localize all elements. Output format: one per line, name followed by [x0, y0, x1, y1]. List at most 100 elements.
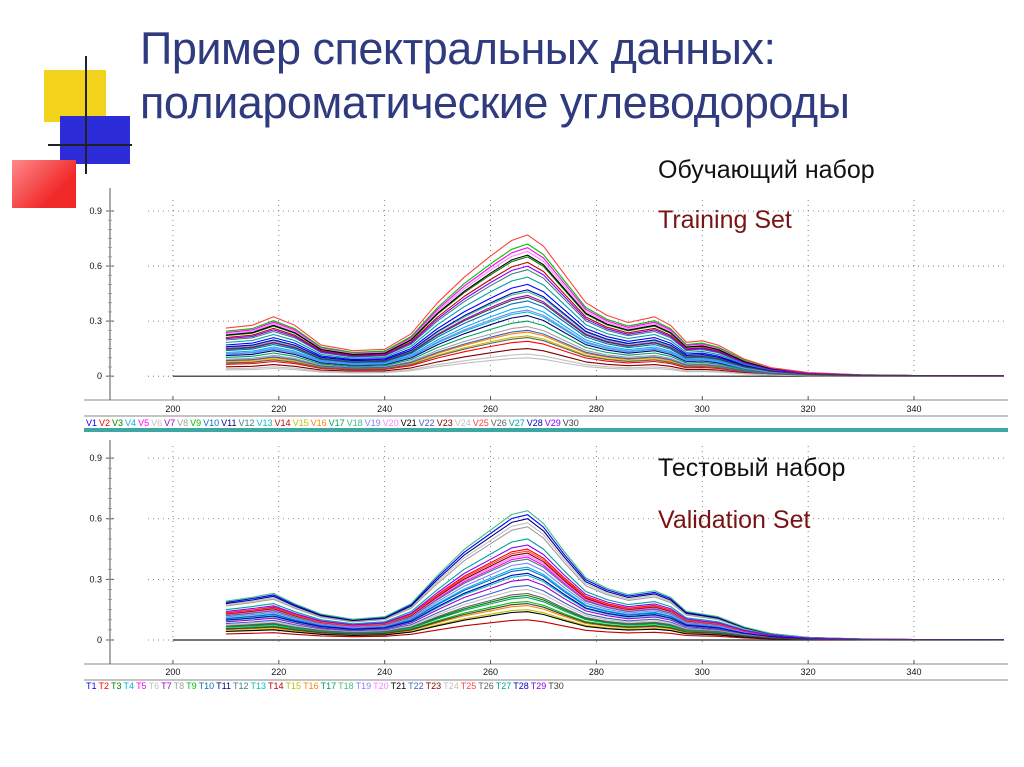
legend-entry-v2: V2 — [99, 418, 111, 428]
x-tick-label: 320 — [801, 404, 816, 414]
x-tick-label: 240 — [377, 404, 392, 414]
series-line-t29 — [225, 544, 1005, 641]
series-line-v9 — [225, 243, 1005, 377]
series-line-t11 — [225, 518, 1005, 641]
legend-entry-t12: T12 — [233, 681, 249, 691]
legend-entry-v18: V18 — [346, 418, 363, 428]
x-tick-label: 320 — [801, 667, 816, 677]
decor-vertical-line — [85, 56, 87, 174]
legend-entry-v11: V11 — [221, 418, 237, 428]
legend-entry-t15: T15 — [285, 681, 302, 691]
series-line-t18 — [225, 510, 1005, 641]
x-tick-label: 220 — [271, 404, 286, 414]
legend-entry-v7: V7 — [164, 418, 176, 428]
y-tick-label: 0.9 — [89, 453, 102, 463]
legend-entry-t27: T27 — [495, 681, 512, 691]
legend-entry-v13: V13 — [256, 418, 273, 428]
legend-entry-t14: T14 — [268, 681, 284, 691]
legend-entry-v9: V9 — [190, 418, 202, 428]
validation-legend: T1 T2 T3 T4 T5 T6 T7 T8 T9 T10 T11 T12 T13 T14 T15 T16 T… — [86, 681, 566, 692]
legend-entry-v5: V5 — [138, 418, 150, 428]
legend-entry-v3: V3 — [112, 418, 124, 428]
legend-entry-v22: V22 — [418, 418, 435, 428]
legend-entry-v19: V19 — [364, 418, 381, 428]
series-line-t26 — [225, 592, 1005, 641]
y-tick-label: 0.3 — [89, 574, 102, 584]
series-line-t19 — [225, 562, 1005, 641]
chart-separator-bar — [84, 428, 1008, 432]
series-line-t8 — [225, 526, 1005, 641]
x-tick-label: 260 — [483, 667, 498, 677]
x-tick-label: 260 — [483, 404, 498, 414]
validation-chart: 0 0.3 0.6 0.9 200 220 240 260 280 300 320 340 T1 T2 T… — [84, 440, 1008, 696]
legend-entry-t23: T23 — [425, 681, 442, 691]
legend-entry-v23: V23 — [436, 418, 453, 428]
legend-entry-t19: T19 — [355, 681, 372, 691]
series-line-v21 — [225, 254, 1005, 377]
legend-entry-t30: T30 — [548, 681, 564, 691]
validation-chart-svg: 0 0.3 0.6 0.9 200 220 240 260 280 300 320 340 — [84, 440, 1008, 681]
training-set-label-en: Training Set — [658, 206, 792, 234]
series-line-t14 — [225, 619, 1004, 641]
legend-entry-t4: T4 — [123, 681, 135, 691]
legend-entry-v14: V14 — [274, 418, 291, 428]
y-tick-label: 0.6 — [89, 261, 102, 271]
decor-blue-square — [60, 116, 130, 164]
legend-entry-t28: T28 — [513, 681, 529, 691]
y-tick-label: 0.6 — [89, 514, 102, 524]
legend-entry-t7: T7 — [161, 681, 172, 691]
legend-entry-t17: T17 — [320, 681, 337, 691]
legend-entry-t25: T25 — [460, 681, 477, 691]
legend-entry-t9: T9 — [186, 681, 197, 691]
legend-entry-t24: T24 — [443, 681, 459, 691]
legend-entry-t22: T22 — [408, 681, 424, 691]
y-tick-label: 0.9 — [89, 206, 102, 216]
training-chart: 0 0.3 0.6 0.9 200 220 240 260 280 300 320 340 V1 V2 V… — [84, 188, 1008, 435]
legend-entry-t26: T26 — [478, 681, 494, 691]
series-line-v19 — [225, 309, 1005, 377]
series-line-t21 — [225, 611, 1004, 641]
legend-entry-v27: V27 — [508, 418, 525, 428]
title-line-1: Пример спектральных данных: — [140, 23, 776, 74]
training-legend: V1 V2 V3 V4 V5 V6 V7 V8 V9 V10 V11 V12 V13 V14 V15 V16 V… — [86, 418, 581, 429]
legend-entry-v21: V21 — [400, 418, 417, 428]
series-line-v27 — [225, 276, 1005, 377]
page-title: Пример спектральных данных: полиароматич… — [140, 22, 1000, 130]
legend-entry-t18: T18 — [338, 681, 354, 691]
x-axis-band — [84, 665, 1008, 680]
legend-entry-v26: V26 — [490, 418, 507, 428]
series-line-v22 — [225, 329, 1005, 377]
series-line-v28 — [225, 289, 1005, 377]
legend-entry-v15: V15 — [292, 418, 309, 428]
x-tick-label: 340 — [906, 404, 921, 414]
test-set-label-ru: Тестовый набор — [658, 454, 846, 482]
legend-entry-v6: V6 — [151, 418, 163, 428]
x-tick-label: 300 — [695, 667, 710, 677]
series-line-v29 — [225, 265, 1005, 377]
x-tick-label: 220 — [271, 667, 286, 677]
legend-entry-v1: V1 — [86, 418, 98, 428]
legend-entry-v10: V10 — [203, 418, 220, 428]
y-tick-label: 0 — [97, 371, 102, 381]
legend-entry-t21: T21 — [390, 681, 407, 691]
legend-entry-v12: V12 — [238, 418, 255, 428]
decor-yellow-square — [44, 70, 106, 122]
legend-entry-t2: T2 — [98, 681, 110, 691]
series-line-v26 — [225, 337, 1004, 377]
legend-entry-t11: T11 — [216, 681, 231, 691]
series-line-v24 — [225, 353, 1004, 377]
legend-entry-v24: V24 — [454, 418, 471, 428]
y-tick-label: 0 — [97, 635, 102, 645]
legend-entry-v28: V28 — [526, 418, 543, 428]
legend-entry-t3: T3 — [111, 681, 122, 691]
legend-entry-t10: T10 — [198, 681, 215, 691]
legend-entry-v30: V30 — [562, 418, 579, 428]
x-axis-band — [84, 401, 1008, 416]
legend-entry-v4: V4 — [125, 418, 137, 428]
legend-entry-t29: T29 — [530, 681, 547, 691]
x-tick-label: 280 — [589, 404, 604, 414]
legend-entry-t5: T5 — [136, 681, 147, 691]
legend-entry-v8: V8 — [177, 418, 189, 428]
series-line-v25 — [225, 234, 1005, 377]
legend-entry-t6: T6 — [148, 681, 160, 691]
